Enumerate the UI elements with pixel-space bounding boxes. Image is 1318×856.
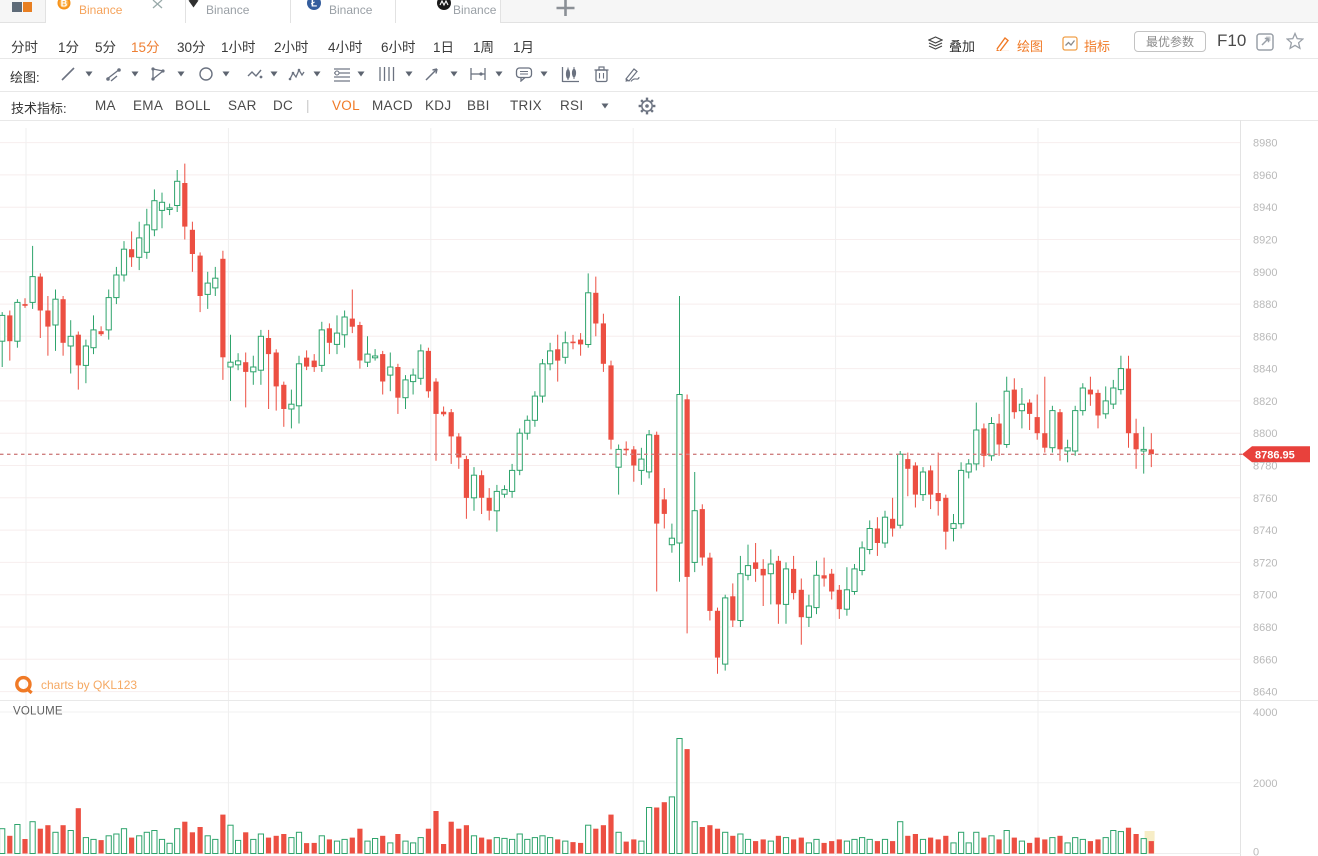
svg-text:4000: 4000 — [1253, 707, 1277, 719]
svg-text:2000: 2000 — [1253, 778, 1277, 790]
svg-text:8780: 8780 — [1253, 461, 1277, 473]
svg-text:8760: 8760 — [1253, 493, 1277, 505]
svg-text:8700: 8700 — [1253, 590, 1277, 602]
svg-text:0: 0 — [1253, 847, 1259, 856]
svg-text:Ł: Ł — [311, 0, 317, 10]
svg-text:8680: 8680 — [1253, 622, 1277, 634]
svg-text:8860: 8860 — [1253, 331, 1277, 343]
svg-text:8740: 8740 — [1253, 525, 1277, 537]
svg-text:B: B — [61, 0, 68, 8]
svg-text:8940: 8940 — [1253, 202, 1277, 214]
svg-text:8820: 8820 — [1253, 396, 1277, 408]
svg-text:8660: 8660 — [1253, 654, 1277, 666]
svg-text:8880: 8880 — [1253, 299, 1277, 311]
svg-text:8980: 8980 — [1253, 138, 1277, 150]
svg-text:8640: 8640 — [1253, 687, 1277, 699]
svg-text:8900: 8900 — [1253, 267, 1277, 279]
svg-text:8800: 8800 — [1253, 428, 1277, 440]
svg-text:8920: 8920 — [1253, 235, 1277, 247]
svg-text:VOLUME: VOLUME — [13, 706, 63, 718]
svg-text:8840: 8840 — [1253, 364, 1277, 376]
svg-text:8960: 8960 — [1253, 170, 1277, 182]
svg-text:8720: 8720 — [1253, 557, 1277, 569]
svg-text:8786.95: 8786.95 — [1255, 450, 1295, 462]
svg-text:charts by QKL123: charts by QKL123 — [41, 678, 137, 692]
